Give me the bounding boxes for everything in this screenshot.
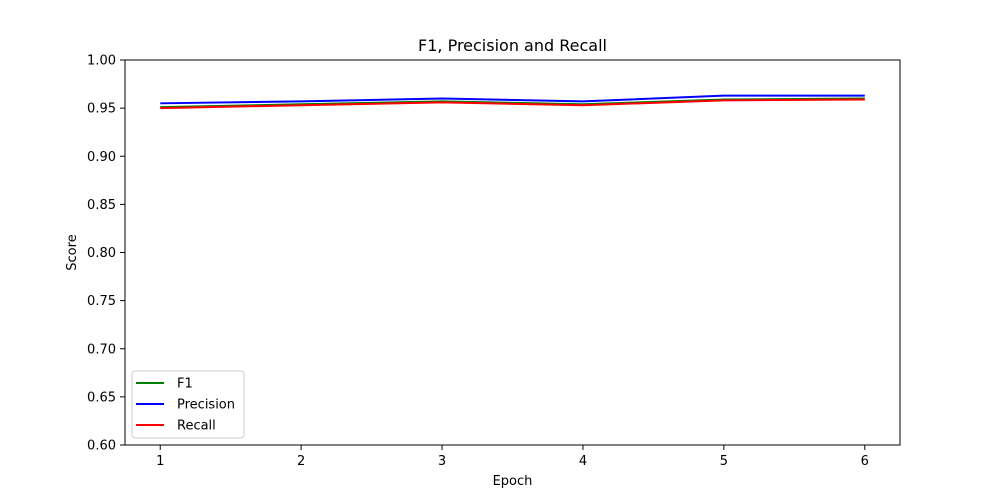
y-axis-label: Score <box>65 234 80 270</box>
x-axis: 1 2 3 4 5 6 <box>156 445 869 469</box>
x-tick-label: 4 <box>579 454 587 469</box>
y-tick-label: 0.75 <box>87 294 116 309</box>
x-tick-label: 2 <box>297 454 305 469</box>
y-tick-label: 0.70 <box>87 342 116 357</box>
y-tick-label: 0.60 <box>87 439 116 454</box>
y-tick-label: 0.90 <box>87 150 116 165</box>
x-tick-label: 1 <box>156 454 164 469</box>
y-tick-label: 0.65 <box>87 390 116 405</box>
y-axis: 0.60 0.65 0.70 0.75 0.80 0.85 0.90 0.95 1.00 <box>87 54 125 454</box>
y-tick-label: 0.80 <box>87 246 116 261</box>
legend-box <box>131 370 245 439</box>
x-tick-label: 6 <box>861 454 869 469</box>
x-tick-label: 3 <box>438 454 446 469</box>
y-tick-label: 0.85 <box>87 198 116 213</box>
legend-label-precision: Precision <box>177 398 235 413</box>
y-tick-label: 1.00 <box>87 54 116 69</box>
legend-label-recall: Recall <box>177 419 216 434</box>
series-line-recall <box>160 98 865 110</box>
chart-title: F1, Precision and Recall <box>418 36 607 55</box>
plot-area <box>160 94 865 110</box>
series-line-precision <box>160 94 865 105</box>
legend-label-f1: F1 <box>177 377 193 392</box>
legend: F1 Precision Recall <box>131 370 245 439</box>
y-tick-label: 0.95 <box>87 102 116 117</box>
x-tick-label: 5 <box>720 454 728 469</box>
x-axis-label: Epoch <box>493 474 533 489</box>
